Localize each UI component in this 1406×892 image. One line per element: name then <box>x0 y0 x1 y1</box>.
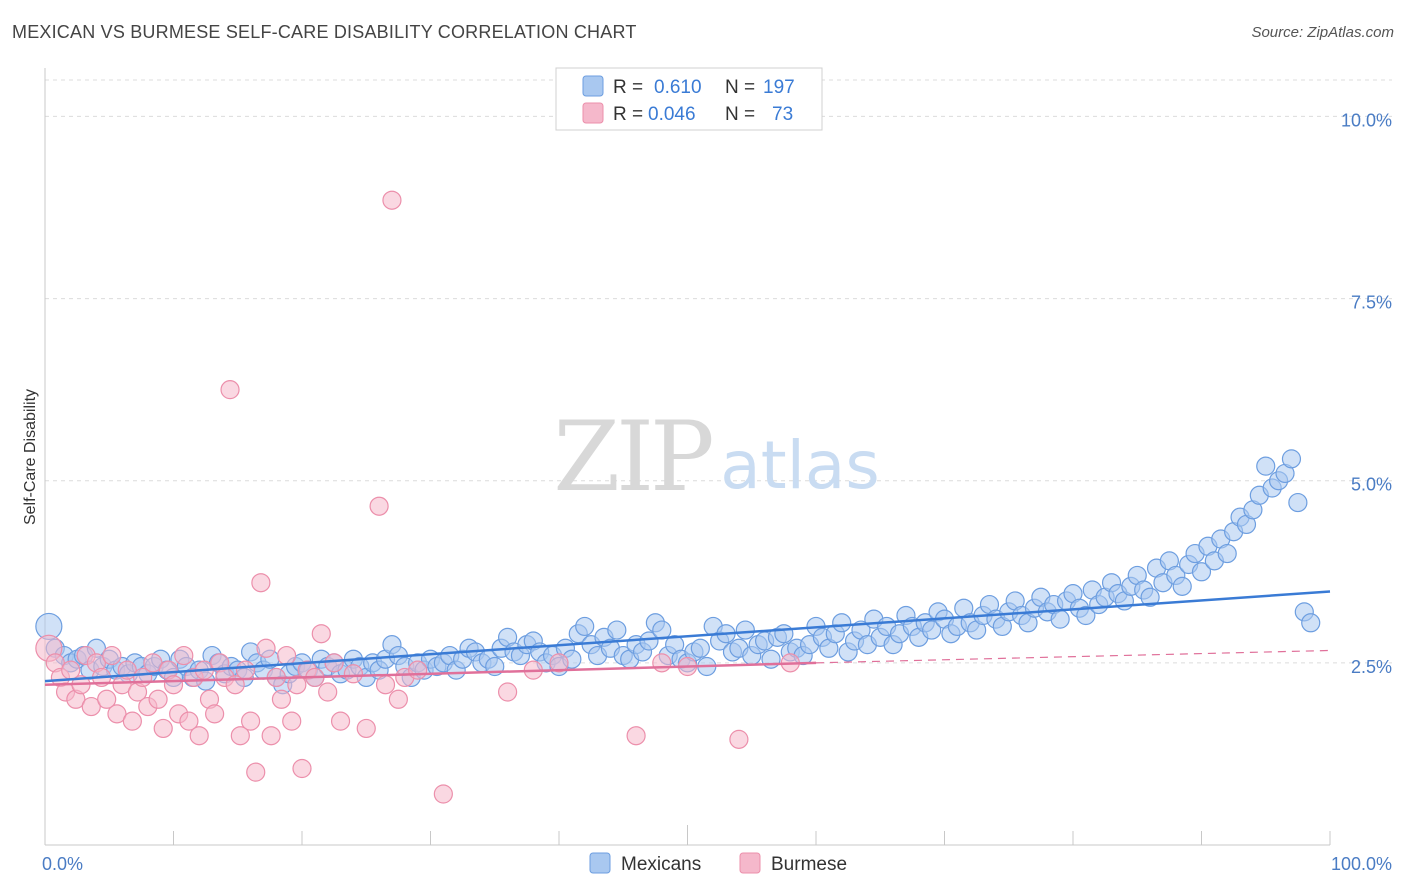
burmese-point-56 <box>343 664 363 684</box>
grid-lines <box>45 79 1392 664</box>
mexicans-point-179 <box>1191 562 1212 582</box>
bottom-legend-swatch-burmese <box>739 852 761 874</box>
burmese-point-67 <box>549 653 569 673</box>
trend-line-burmese <box>44 661 817 686</box>
legend-r-label-mexicans: R = <box>613 77 643 98</box>
burmese-point-68 <box>626 726 646 746</box>
burmese-point-27 <box>179 711 199 731</box>
legend-n-label-burmese: N = <box>725 104 755 125</box>
legend-r-label-burmese: R = <box>613 104 643 125</box>
bottom-legend-label-mexicans: Mexicans <box>621 854 701 875</box>
x-tick-label-1: 100.0% <box>1331 854 1392 874</box>
burmese-point-43 <box>261 726 281 746</box>
burmese-point-21 <box>148 689 168 709</box>
burmese-point-22 <box>153 718 173 739</box>
y-tick-label-1: 5.0% <box>1351 475 1392 495</box>
burmese-point-52 <box>311 624 331 644</box>
burmese-point-11 <box>97 689 117 709</box>
mexicans-point-93 <box>639 631 659 651</box>
y-tick-label-0: 2.5% <box>1351 657 1392 677</box>
mexicans-point-183 <box>1217 543 1237 564</box>
mexicans-point-189 <box>1256 456 1276 476</box>
burmese-point-29 <box>189 726 209 746</box>
x-tick-label-0: 0.0% <box>42 854 83 874</box>
burmese-point-57 <box>356 718 376 739</box>
burmese-point-37 <box>230 726 250 746</box>
burmese-point-45 <box>271 689 292 709</box>
mexicans-point-157 <box>1050 609 1070 629</box>
chart-source: Source: ZipAtlas.com <box>1251 24 1394 41</box>
mexicans-point-194 <box>1288 492 1308 513</box>
legend-swatch-burmese <box>582 102 604 124</box>
burmese-point-53 <box>318 682 338 702</box>
burmese-point-49 <box>292 758 312 779</box>
burmese-point-32 <box>205 704 225 724</box>
burmese-point-12 <box>102 645 122 666</box>
burmese-point-20 <box>143 653 163 673</box>
mexicans-point-196 <box>1301 613 1321 633</box>
burmese-point-26 <box>174 645 194 666</box>
burmese-point-8 <box>81 696 101 717</box>
y-tick-label-2: 7.5% <box>1351 293 1392 313</box>
legend-n-value-burmese: 73 <box>772 104 793 125</box>
y-tick-labels: 2.5% 5.0% 7.5% 10.0% <box>1341 110 1392 676</box>
trend-lines <box>44 590 1331 686</box>
mexicans-point-114 <box>774 624 794 644</box>
burmese-point-64 <box>433 784 453 804</box>
burmese-point-47 <box>282 711 302 731</box>
legend-swatch-mexicans <box>582 75 604 97</box>
x-tick-labels: 0.0% 100.0% <box>42 854 1392 874</box>
watermark-zip: ZIP <box>553 401 712 513</box>
burmese-point-40 <box>246 762 266 782</box>
mexicans-point-83 <box>575 616 595 637</box>
watermark-atlas: atlas <box>720 427 880 504</box>
burmese-point-69 <box>652 653 672 673</box>
legend-n-value-mexicans: 197 <box>763 77 795 98</box>
legend-n-label-mexicans: N = <box>725 77 755 98</box>
axes <box>44 68 1331 846</box>
y-tick-label-3: 10.0% <box>1341 110 1392 130</box>
burmese-point-16 <box>122 711 142 731</box>
bottom-legend-swatch-mexicans <box>589 852 611 874</box>
burmese-point-63 <box>408 660 428 680</box>
chart-title: MEXICAN VS BURMESE SELF-CARE DISABILITY … <box>12 22 637 42</box>
burmese-point-55 <box>330 711 351 731</box>
mexicans-point-193 <box>1281 449 1302 469</box>
bottom-legend: Mexicans Burmese <box>589 852 847 875</box>
mexicans-point-176 <box>1172 576 1192 596</box>
mexicans-point-171 <box>1140 587 1160 607</box>
y-axis-label: Self-Care Disability <box>22 389 39 525</box>
burmese-point-71 <box>729 729 749 749</box>
burmese-point-41 <box>251 573 271 593</box>
bottom-legend-label-burmese: Burmese <box>771 854 847 875</box>
burmese-point-65 <box>498 682 518 702</box>
mexicans-point-101 <box>690 638 710 658</box>
burmese-point-54 <box>324 653 344 673</box>
mexicans-point-137 <box>922 620 942 640</box>
legend-r-value-mexicans: 0.610 <box>654 77 702 98</box>
burmese-point-39 <box>241 711 261 731</box>
mexicans-point-88 <box>607 620 627 640</box>
burmese-point-13 <box>107 704 127 724</box>
mexicans-point-161 <box>1076 605 1096 626</box>
mexicans-point-123 <box>832 613 852 633</box>
trend-line-mexicans <box>44 590 1331 683</box>
burmese-point-59 <box>375 675 396 695</box>
burmese-point-46 <box>276 645 297 666</box>
burmese-point-48 <box>287 675 307 695</box>
burmese-point-38 <box>235 660 256 680</box>
burmese-point-42 <box>256 638 276 658</box>
trend-line-burmese-extension <box>815 649 1331 664</box>
legend-r-value-burmese: 0.046 <box>648 104 696 125</box>
burmese-point-61 <box>388 689 408 709</box>
mexicans-point-108 <box>735 620 755 640</box>
burmese-point-35 <box>220 380 240 400</box>
burmese-point-24 <box>163 675 184 695</box>
top-legend: R = 0.610 N = 197 R = 0.046 N = 73 <box>555 67 823 131</box>
burmese-point-60 <box>382 190 402 210</box>
burmese-point-58 <box>369 496 389 516</box>
